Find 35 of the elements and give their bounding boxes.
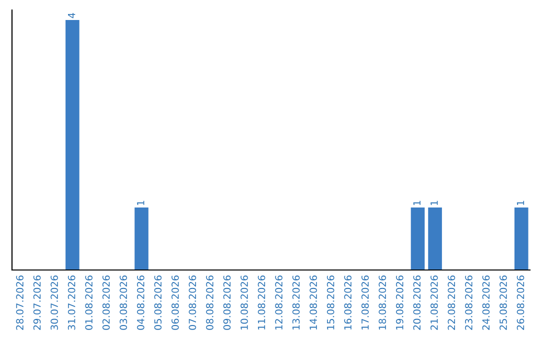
x-tick-label: 01.08.2026	[85, 275, 93, 330]
x-tick-label: 15.08.2026	[326, 275, 334, 330]
x-tick-label: 07.08.2026	[188, 275, 196, 330]
x-tick-label: 14.08.2026	[310, 275, 317, 330]
x-tick-label: 29.07.2026	[33, 275, 41, 330]
x-tick-label: 30.07.2026	[50, 275, 58, 330]
x-tick-label: 28.07.2026	[16, 275, 24, 330]
x-tick-label: 05.08.2026	[154, 275, 162, 330]
x-tick-label: 17.08.2026	[361, 275, 369, 330]
x-tick-label: 09.08.2026	[223, 275, 231, 330]
data-label: 1	[516, 200, 524, 206]
x-tick-label: 20.08.2026	[413, 275, 421, 330]
x-tick-label: 26.08.2026	[516, 275, 524, 330]
x-tick-label: 16.08.2026	[344, 275, 352, 330]
data-label: 1	[430, 200, 438, 206]
x-tick-label: 02.08.2026	[102, 275, 110, 330]
x-tick-label: 12.08.2026	[275, 275, 282, 330]
x-tick-label: 03.08.2026	[120, 275, 128, 330]
x-tick-label: 11.08.2026	[258, 275, 266, 330]
x-tick-label: 13.08.2026	[292, 275, 300, 330]
x-tick-label: 06.08.2026	[172, 275, 179, 330]
x-tick-label: 25.08.2026	[500, 275, 507, 330]
x-tick-label: 18.08.2026	[378, 275, 386, 330]
x-tick-label: 19.08.2026	[396, 275, 404, 330]
data-label: 1	[413, 200, 420, 206]
data-label: 1	[137, 200, 144, 206]
x-tick-label: 08.08.2026	[206, 275, 214, 330]
x-tick-label: 23.08.2026	[465, 275, 472, 330]
x-tick-label: 31.07.2026	[68, 275, 76, 330]
x-tick-label: 22.08.2026	[448, 275, 456, 330]
x-tick-label: 21.08.2026	[430, 275, 438, 330]
x-tick-label: 10.08.2026	[240, 275, 248, 330]
x-tick-label: 24.08.2026	[482, 275, 490, 330]
data-label: 4	[68, 12, 76, 18]
x-tick-label: 04.08.2026	[136, 275, 144, 330]
